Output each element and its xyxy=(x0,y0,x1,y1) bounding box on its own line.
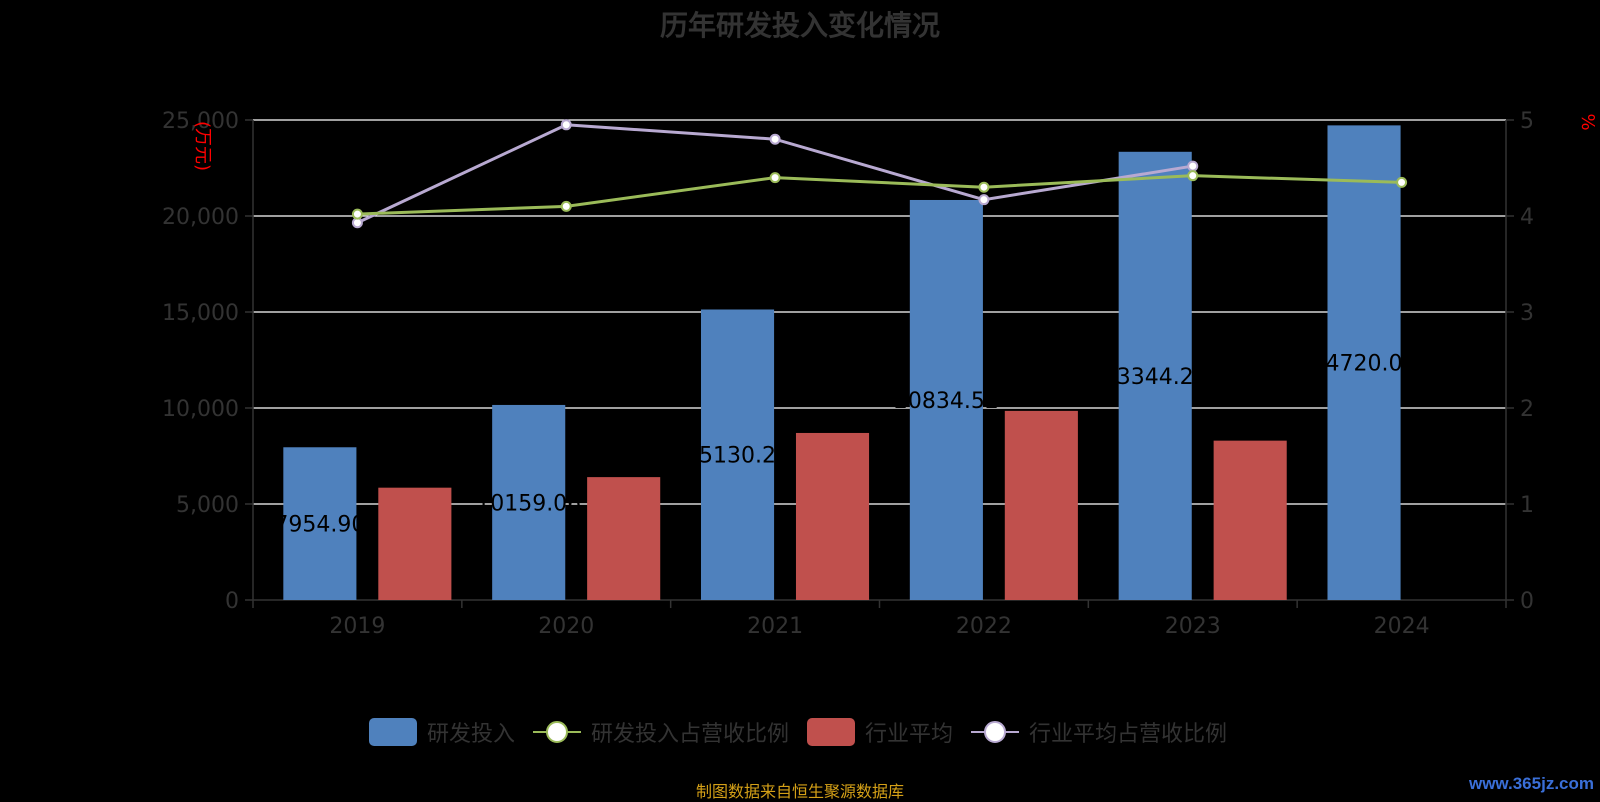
data-source-note: 制图数据来自恒生聚源数据库 xyxy=(695,782,904,801)
legend-label-rd-ratio: 研发投入占营收比例 xyxy=(590,722,789,747)
y-right-tick-label: 5 xyxy=(1520,109,1534,134)
y-left-tick-label: 5,000 xyxy=(176,493,239,518)
y-left-tick-label: 15,000 xyxy=(162,301,239,326)
rd-ratio-point xyxy=(560,200,572,212)
legend-label-rd-investment: 研发投入 xyxy=(426,722,515,747)
x-tick-label: 2021 xyxy=(747,614,803,639)
y-left-axis-name: (万元) xyxy=(192,121,213,171)
bar-value-label: 23344.26 xyxy=(1103,365,1208,390)
bar-value-label: 24720.05 xyxy=(1312,352,1417,377)
y-right-tick-label: 2 xyxy=(1520,397,1534,422)
y-right-tick-label: 0 xyxy=(1520,589,1534,614)
rd-ratio-point xyxy=(1187,170,1199,182)
chart-legend: 研发投入 研发投入占营收比例 行业平均 行业平均占营收比例 xyxy=(0,716,1600,748)
legend-label-industry-average: 行业平均 xyxy=(865,722,954,747)
bar-industry-average xyxy=(1004,410,1078,600)
legend-swatch-rd-ratio xyxy=(532,718,581,746)
y-right-tick-label: 3 xyxy=(1520,301,1534,326)
industry-ratio-point xyxy=(560,119,572,131)
legend-swatch-industry-average xyxy=(807,718,855,746)
rd-ratio-point xyxy=(351,208,363,220)
y-left-tick-label: 25,000 xyxy=(162,109,239,134)
bar-rd-investment xyxy=(1118,151,1192,600)
bar-value-label: 20834.52 xyxy=(894,389,999,414)
rd-ratio-point xyxy=(1396,176,1408,188)
bar-rd-investment xyxy=(909,199,983,600)
industry-ratio-point xyxy=(978,194,990,206)
legend-item-rd-ratio[interactable]: 研发投入占营收比例 xyxy=(532,716,789,748)
bar-value-label: 7954.90 xyxy=(274,513,365,538)
bar-industry-average xyxy=(795,432,870,600)
x-tick-label: 2024 xyxy=(1374,614,1430,639)
bar-rd-investment xyxy=(700,309,775,600)
bar-rd-investment xyxy=(1327,125,1401,601)
legend-swatch-industry-ratio xyxy=(971,718,1020,746)
bar-value-label: 10159.06 xyxy=(476,491,581,516)
y-left-tick-label: 0 xyxy=(225,589,239,614)
bar-rd-investment xyxy=(283,447,357,600)
y-right-axis-name: % xyxy=(1577,113,1598,130)
y-left-tick-label: 20,000 xyxy=(162,205,239,230)
legend-swatch-rd-investment xyxy=(368,718,417,746)
chart-title: 历年研发投入变化情况 xyxy=(659,9,940,42)
rd-ratio-line xyxy=(357,174,1402,216)
y-left-tick-label: 10,000 xyxy=(162,397,239,422)
x-tick-label: 2023 xyxy=(1165,614,1221,639)
rd-ratio-point xyxy=(978,181,990,193)
bar-industry-average xyxy=(587,477,661,600)
y-right-tick-label: 1 xyxy=(1520,493,1534,518)
legend-label-industry-ratio: 行业平均占营收比例 xyxy=(1029,722,1228,747)
legend-item-industry-average[interactable]: 行业平均 xyxy=(807,716,953,748)
industry-ratio-point xyxy=(1187,160,1199,172)
bar-industry-average xyxy=(378,487,452,600)
x-tick-label: 2022 xyxy=(956,614,1012,639)
bar-rd-investment xyxy=(492,404,566,600)
bar-value-label: 15130.28 xyxy=(685,444,790,469)
y-right-tick-label: 4 xyxy=(1520,205,1534,230)
watermark: www.365jz.com xyxy=(1468,774,1594,793)
bar-industry-average xyxy=(1213,440,1287,600)
x-tick-label: 2019 xyxy=(329,614,385,639)
x-tick-label: 2020 xyxy=(538,614,594,639)
legend-item-industry-ratio[interactable]: 行业平均占营收比例 xyxy=(971,716,1227,748)
industry-ratio-point xyxy=(769,133,781,145)
rd-ratio-point xyxy=(769,172,781,184)
legend-item-rd-investment[interactable]: 研发投入 xyxy=(368,716,515,748)
